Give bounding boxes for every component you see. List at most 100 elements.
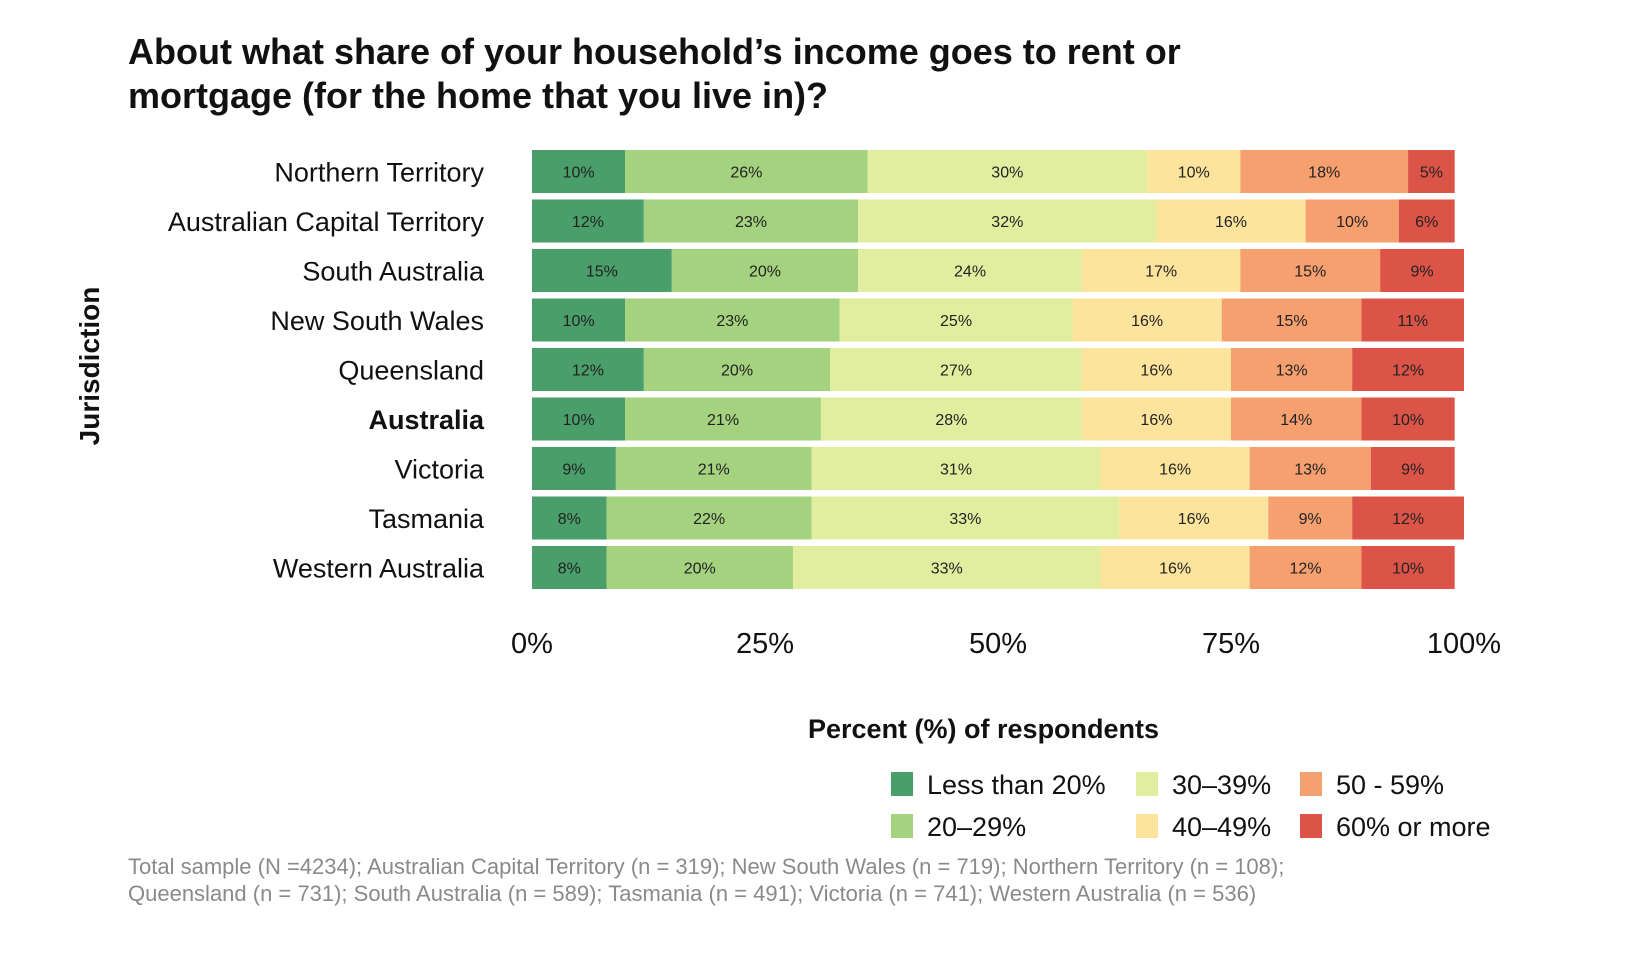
chart-title-line-1: About what share of your household’s inc… [128,31,1181,72]
bar-segment-western-australia-20-29 [606,546,793,589]
data-label-australia-40-49: 16% [1140,412,1172,429]
bar-segment-australia-less-than-20 [532,397,626,441]
bar-segment-tasmania-30-39 [811,496,1120,540]
data-label-south-australia-30-39: 24% [954,264,986,281]
bar-segment-queensland-20-29 [643,348,831,391]
legend-swatch-30-39 [1136,772,1158,796]
data-label-western-australia-less-than-20: 8% [558,561,581,578]
data-label-australian-capital-territory-less-than-20: 12% [572,214,604,231]
data-label-queensland-30-39: 27% [940,363,972,380]
legend-swatch-less-than-20 [891,772,913,796]
bar-segment-northern-territory-20-29 [625,150,868,193]
data-label-australian-capital-territory-20-29: 23% [735,214,767,231]
data-label-australia-less-than-20: 10% [563,412,595,429]
bar-row-australian-capital-territory: 12% 23% 32% 16% 10% 6% [532,199,1455,243]
data-label-queensland-60-or-more: 12% [1392,363,1424,380]
data-label-victoria-40-49: 16% [1159,462,1191,479]
data-label-south-australia-less-than-20: 15% [586,264,618,281]
bar-segment-victoria-40-49 [1100,447,1250,490]
category-label-south-australia: South Australia [302,257,485,287]
data-label-victoria-60-or-more: 9% [1401,462,1424,479]
bar-segment-australia-20-29 [625,397,821,441]
data-label-australian-capital-territory-30-39: 32% [991,214,1023,231]
bar-segment-australia-40-49 [1081,397,1231,441]
bar-segment-queensland-less-than-20 [532,348,644,391]
bar-segment-northern-territory-40-49 [1147,150,1241,193]
data-label-western-australia-40-49: 16% [1159,561,1191,578]
data-label-western-australia-60-or-more: 10% [1392,561,1424,578]
bar-segment-victoria-50-59 [1249,447,1371,490]
caption-line-1: Total sample (N =4234); Australian Capit… [128,854,1284,879]
legend-item-50-59: 50 - 59% [1300,770,1444,800]
legend-swatch-50-59 [1300,772,1322,796]
category-label-victoria: Victoria [394,455,485,485]
bar-segment-queensland-30-39 [830,348,1082,391]
y-axis-title: Jurisdiction [74,287,105,446]
data-label-tasmania-40-49: 16% [1178,511,1210,528]
category-label-western-australia: Western Australia [273,554,485,584]
bar-segment-new-south-wales-30-39 [839,298,1073,342]
legend-item-40-49: 40–49% [1136,812,1271,842]
bar-segment-tasmania-40-49 [1119,496,1269,540]
bar-segment-new-south-wales-60-or-more [1361,298,1464,342]
bar-segment-south-australia-20-29 [671,249,859,292]
x-tick-label-75: 75% [1202,628,1260,660]
bar-row-northern-territory: 10% 26% 30% 10% 18% 5% [532,150,1455,193]
bar-segment-victoria-60-or-more [1370,447,1455,490]
data-label-tasmania-50-59: 9% [1299,511,1322,528]
bar-segment-south-australia-40-49 [1081,249,1241,292]
data-label-australia-20-29: 21% [707,412,739,429]
data-label-northern-territory-50-59: 18% [1308,165,1340,182]
legend-label-40-49: 40–49% [1172,812,1271,842]
bar-segment-northern-territory-60-or-more [1408,150,1455,193]
bar-segment-victoria-30-39 [811,447,1101,490]
x-tick-label-25: 25% [736,628,794,660]
data-label-western-australia-30-39: 33% [931,561,963,578]
data-label-victoria-50-59: 13% [1294,462,1326,479]
data-label-australia-60-or-more: 10% [1392,412,1424,429]
data-label-new-south-wales-20-29: 23% [716,313,748,330]
legend: Percent (%) of respondents Less than 20%… [808,714,1491,842]
bar-segment-australia-30-39 [820,397,1082,441]
legend-label-60-or-more: 60% or more [1336,812,1491,842]
data-label-south-australia-20-29: 20% [749,264,781,281]
legend-swatch-20-29 [891,814,913,838]
data-label-northern-territory-40-49: 10% [1178,165,1210,182]
legend-label-20-29: 20–29% [927,812,1026,842]
bar-segment-tasmania-20-29 [606,496,812,540]
data-label-new-south-wales-40-49: 16% [1131,313,1163,330]
bar-segment-new-south-wales-20-29 [625,298,840,342]
category-labels: Northern Territory Australian Capital Ter… [168,158,485,584]
data-label-new-south-wales-50-59: 15% [1276,313,1308,330]
data-label-south-australia-50-59: 15% [1294,264,1326,281]
bar-row-western-australia: 8% 20% 33% 16% 12% 10% [532,546,1455,589]
legend-item-30-39: 30–39% [1136,770,1271,800]
data-label-northern-territory-less-than-20: 10% [563,165,595,182]
data-label-tasmania-less-than-20: 8% [558,511,581,528]
data-label-australia-50-59: 14% [1280,412,1312,429]
bar-segment-australian-capital-territory-30-39 [858,199,1157,243]
category-label-australia: Australia [368,405,485,435]
bar-segment-victoria-less-than-20 [532,447,616,490]
data-label-western-australia-20-29: 20% [684,561,716,578]
legend-label-50-59: 50 - 59% [1336,770,1444,800]
data-label-tasmania-30-39: 33% [949,511,981,528]
bar-row-new-south-wales: 10% 23% 25% 16% 15% 11% [532,298,1464,342]
data-label-australian-capital-territory-50-59: 10% [1336,214,1368,231]
data-label-south-australia-60-or-more: 9% [1410,264,1433,281]
bar-segment-northern-territory-30-39 [867,150,1148,193]
x-tick-label-0: 0% [511,628,553,660]
data-label-queensland-40-49: 16% [1140,363,1172,380]
bar-segment-tasmania-less-than-20 [532,496,607,540]
legend-label-30-39: 30–39% [1172,770,1271,800]
legend-swatch-40-49 [1136,814,1158,838]
category-label-queensland: Queensland [338,356,484,386]
data-label-victoria-30-39: 31% [940,462,972,479]
data-label-northern-territory-60-or-more: 5% [1420,165,1443,182]
bar-row-australia: 10% 21% 28% 16% 14% 10% [532,397,1455,441]
bar-row-queensland: 12% 20% 27% 16% 13% 12% [532,348,1464,391]
bar-segment-australia-60-or-more [1361,397,1455,441]
legend-label-less-than-20: Less than 20% [927,770,1106,800]
bars-group: 10% 26% 30% 10% 18% 5% 12% 23% 32% 16% 10% 6% 15% 20%… [532,150,1464,589]
bar-segment-western-australia-40-49 [1100,546,1250,589]
